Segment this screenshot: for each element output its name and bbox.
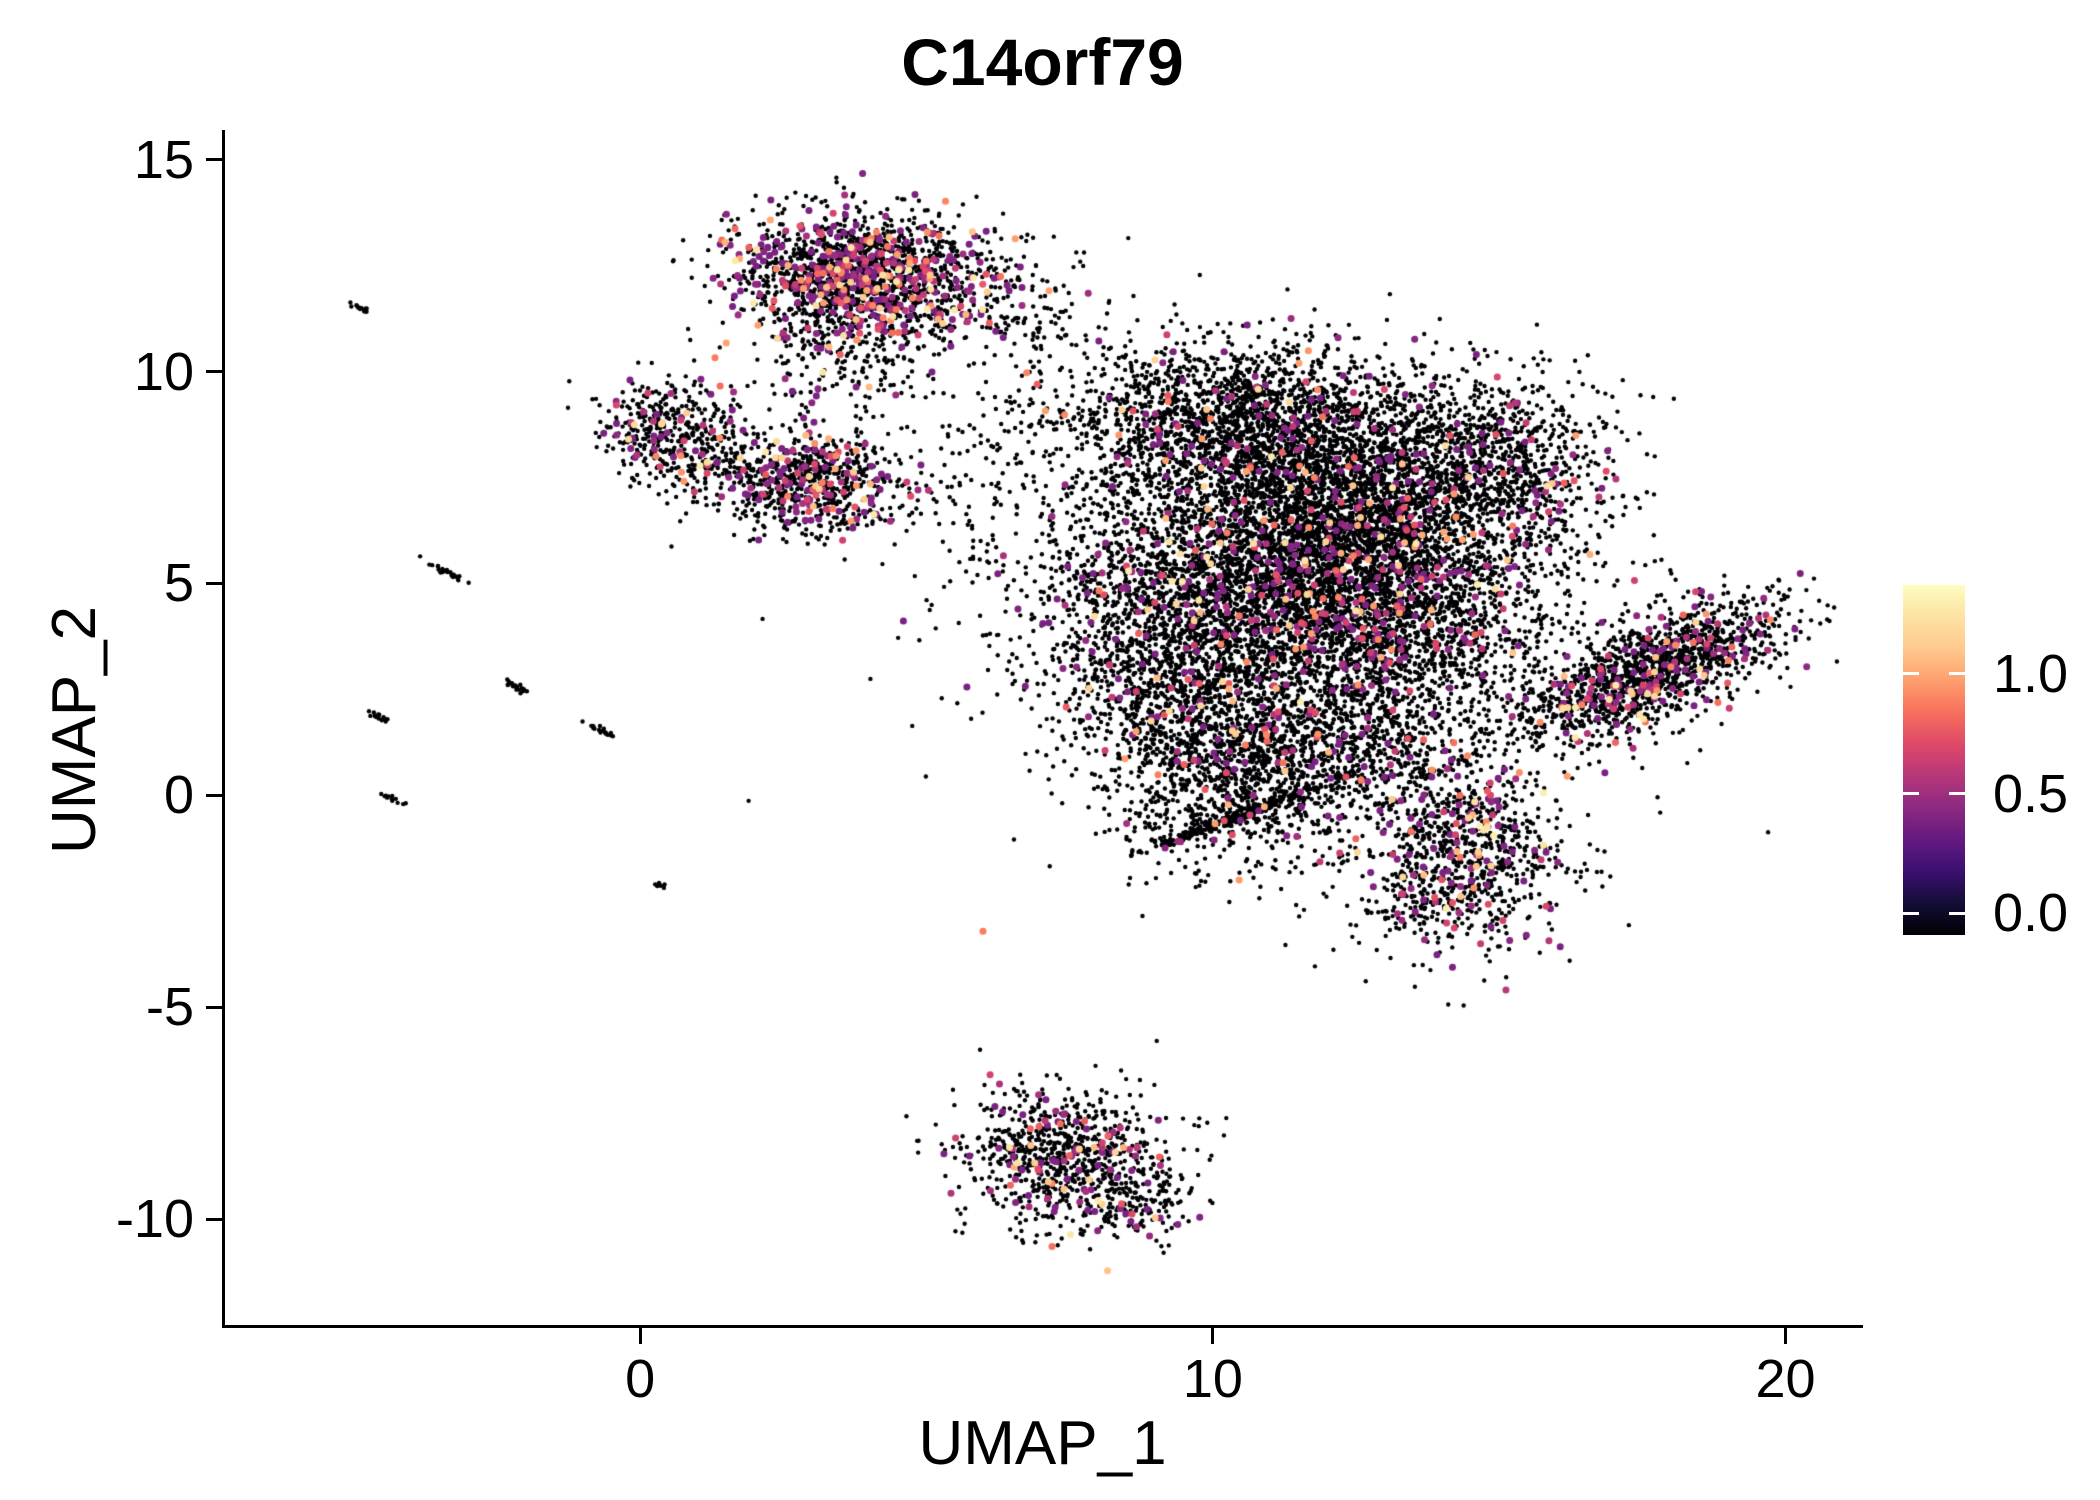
colorbar-tick-mark xyxy=(1903,911,1919,915)
y-axis-tick-label: 0 xyxy=(163,765,194,826)
chart-title: C14orf79 xyxy=(901,25,1184,99)
colorbar-tick-label: 0.0 xyxy=(1993,883,2069,944)
umap-scatter-canvas xyxy=(225,130,1860,1325)
colorbar-tick-label: 0.5 xyxy=(1993,763,2069,824)
x-axis-tick-label: 10 xyxy=(1182,1349,1243,1409)
y-axis-tick-label: 10 xyxy=(133,341,194,402)
colorbar-tick-mark xyxy=(1903,672,1919,676)
y-axis-line xyxy=(222,130,225,1328)
x-axis-tick-label: 0 xyxy=(625,1349,656,1409)
x-axis-tick xyxy=(1784,1328,1788,1344)
x-axis-label: UMAP_1 xyxy=(918,1409,1167,1478)
x-axis-tick xyxy=(638,1328,642,1344)
y-axis-tick xyxy=(206,793,222,797)
colorbar-tick-mark xyxy=(1949,672,1965,676)
y-axis-tick-label: 5 xyxy=(163,553,194,614)
y-axis-tick xyxy=(206,1005,222,1009)
y-axis-tick xyxy=(206,370,222,374)
colorbar-tick-mark xyxy=(1903,792,1919,796)
y-axis-tick xyxy=(206,1217,222,1221)
y-axis-tick-label: 15 xyxy=(133,129,194,190)
colorbar-tick-mark xyxy=(1949,911,1965,915)
y-axis-tick-label: -10 xyxy=(115,1189,194,1250)
y-axis-label: UMAP_2 xyxy=(40,605,109,855)
x-axis-line xyxy=(222,1325,1863,1328)
colorbar-gradient xyxy=(1903,585,1965,935)
colorbar-tick-label: 1.0 xyxy=(1993,643,2069,704)
plot-area xyxy=(225,130,1860,1325)
y-axis-tick xyxy=(206,158,222,162)
x-axis-tick-label: 20 xyxy=(1755,1349,1816,1409)
y-axis-tick-label: -5 xyxy=(145,977,194,1038)
colorbar-tick-mark xyxy=(1949,792,1965,796)
y-axis-tick xyxy=(206,581,222,585)
x-axis-tick xyxy=(1211,1328,1215,1344)
